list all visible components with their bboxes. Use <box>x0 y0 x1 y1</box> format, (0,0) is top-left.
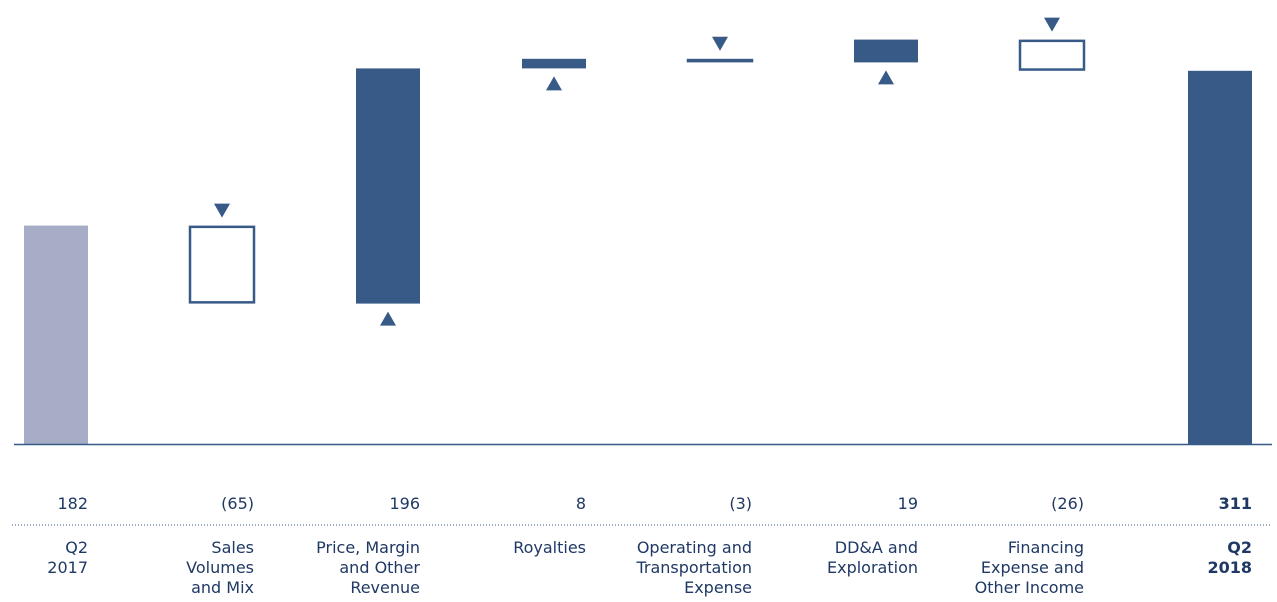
decrease-arrow-6 <box>1044 17 1060 32</box>
value-label-6: (26) <box>1051 494 1084 513</box>
value-label-1: (65) <box>221 494 254 513</box>
value-label-3: 8 <box>575 494 586 513</box>
category-label-2: Price, Margin and Other Revenue <box>316 538 420 597</box>
bar-7 <box>1188 70 1252 445</box>
category-label-6: Financing Expense and Other Income <box>974 538 1084 597</box>
value-label-2: 196 <box>389 494 420 513</box>
category-label-7: Q2 2018 <box>1207 538 1252 577</box>
markers-layer <box>214 17 1060 326</box>
decrease-arrow-4 <box>712 36 728 51</box>
increase-arrow-5 <box>878 70 894 85</box>
bar-1 <box>188 225 256 304</box>
category-label-1: Sales Volumes and Mix <box>186 538 254 597</box>
value-label-5: 19 <box>897 494 918 513</box>
bar-5 <box>854 39 918 63</box>
bars-layer <box>24 39 1252 445</box>
increase-arrow-2 <box>380 311 396 326</box>
decrease-arrow-1 <box>214 203 230 218</box>
bar-6 <box>1018 39 1086 71</box>
category-label-0: Q2 2017 <box>47 538 88 577</box>
bar-2 <box>356 68 420 304</box>
value-label-0: 182 <box>57 494 88 513</box>
value-label-4: (3) <box>729 494 752 513</box>
value-label-7: 311 <box>1218 494 1252 513</box>
category-label-5: DD&A and Exploration <box>827 538 918 577</box>
bar-0 <box>24 225 88 444</box>
increase-arrow-3 <box>546 76 562 91</box>
bar-3 <box>522 58 586 69</box>
category-label-4: Operating and Transportation Expense <box>636 538 752 597</box>
category-label-3: Royalties <box>513 538 586 557</box>
bar-4 <box>686 58 754 63</box>
